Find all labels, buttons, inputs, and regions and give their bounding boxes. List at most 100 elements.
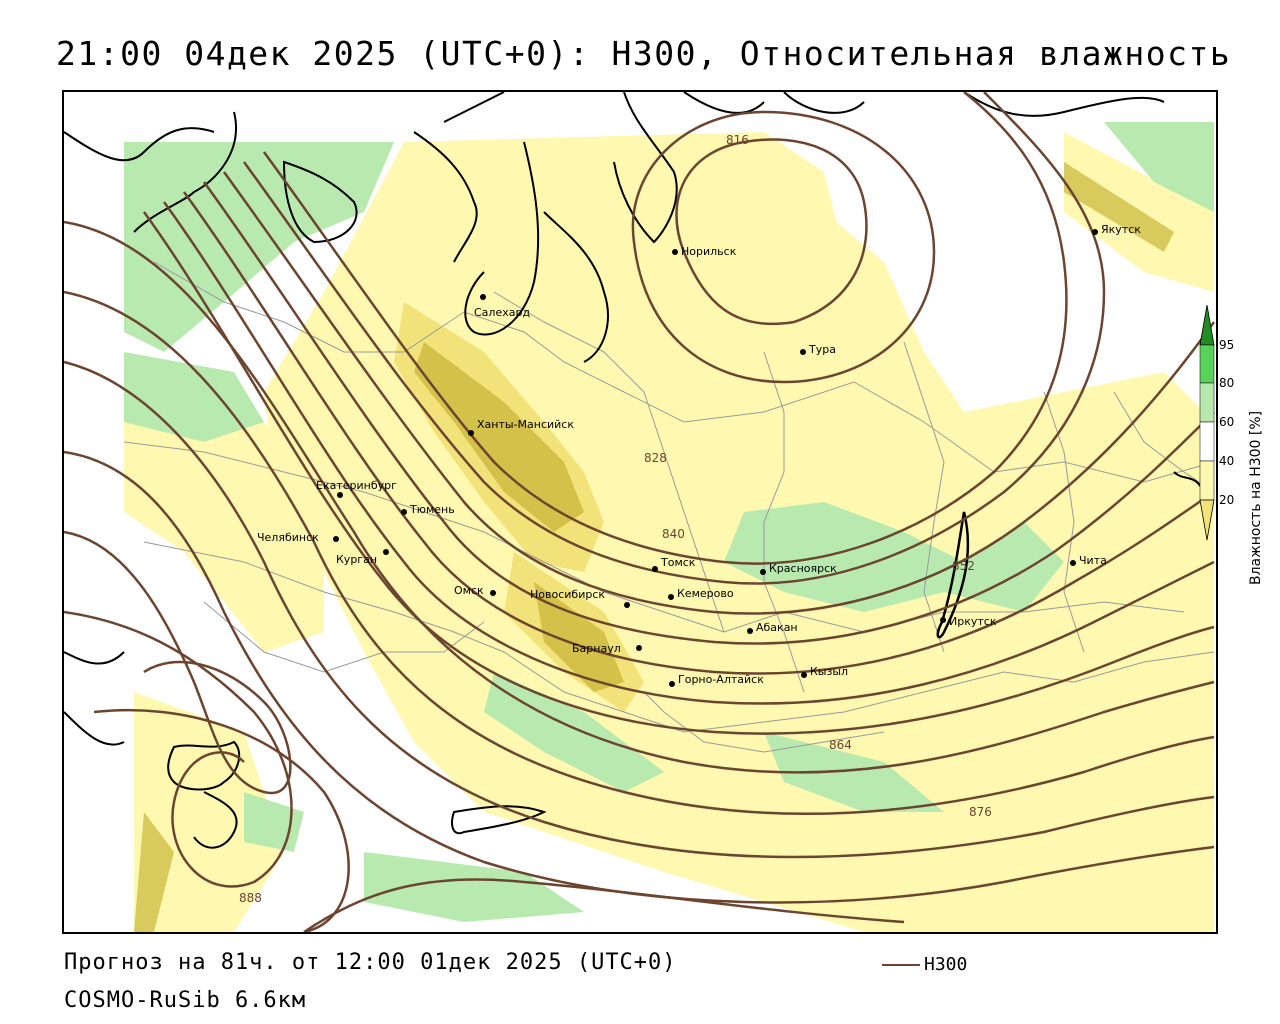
h300-isoline <box>242 92 1106 585</box>
cities: Якутск Норильск Салехард Тура Ханты-Манс… <box>257 223 1141 687</box>
h300-isoline <box>222 171 1216 615</box>
city-label: Ханты-Мансийск <box>477 418 574 431</box>
city-label: Тура <box>808 343 836 356</box>
admin-borders <box>123 261 1215 753</box>
city-tomsk: Томск <box>652 556 696 572</box>
city-label: Барнаул <box>572 642 621 655</box>
humidity-area-moist <box>764 732 944 812</box>
city-tyumen: Тюмень <box>401 503 455 516</box>
city-irkutsk: Иркутск <box>940 615 997 628</box>
city-label: Кемерово <box>677 587 734 600</box>
h300-isoline <box>303 878 905 932</box>
h300-isoline <box>93 708 350 932</box>
city-tura: Тура <box>800 343 836 356</box>
humidity-area-moist <box>484 672 664 792</box>
city-label: Салехард <box>474 306 530 319</box>
humidity-area-moist <box>244 792 304 852</box>
city-label: Чита <box>1079 554 1107 567</box>
h300-isoline <box>162 201 1215 705</box>
city-label: Курган <box>336 553 377 566</box>
h300-isoline <box>182 191 1215 675</box>
isoline-label: 888 <box>239 891 262 905</box>
h300-isoline <box>202 181 1215 645</box>
city-label: Челябинск <box>257 531 319 544</box>
h300-isoline <box>64 450 1215 904</box>
humidity-area-low <box>664 132 844 372</box>
legend-tick: 95 <box>1219 338 1234 352</box>
city-label: Томск <box>660 556 696 569</box>
legend-band-40 <box>1199 460 1215 501</box>
contour-legend: H300 <box>882 954 967 975</box>
legend-band-60 <box>1199 421 1215 462</box>
humidity-area-high <box>1064 162 1174 252</box>
isoline-label: 852 <box>952 559 975 573</box>
humidity-legend: 95 80 60 40 20 <box>1199 304 1269 595</box>
h300-isoline <box>64 290 1215 816</box>
h300-isoline <box>64 220 1215 774</box>
coastlines <box>64 92 1205 849</box>
legend-tick: 40 <box>1219 454 1234 468</box>
humidity-area-low <box>124 392 324 652</box>
legend-tick: 80 <box>1219 376 1234 390</box>
city-label: Горно-Алтайск <box>678 673 764 686</box>
legend-arrow-bottom <box>1199 499 1215 541</box>
h300-isoline <box>262 92 1068 565</box>
city-label: Норильск <box>681 245 737 258</box>
city-novosibirsk: Новосибирск <box>530 588 630 608</box>
city-yakutsk: Якутск <box>1092 223 1141 236</box>
h300-isoline <box>675 138 868 326</box>
h300-isoline <box>64 530 292 795</box>
city-norilsk: Норильск <box>672 245 737 258</box>
legend-band-80 <box>1199 382 1215 423</box>
city-label: Омск <box>454 584 484 597</box>
isoline-labels: 816 828 840 852 864 876 888 <box>239 133 992 905</box>
city-label: Кызыл <box>810 665 848 678</box>
legend-arrow-top <box>1199 304 1215 346</box>
map-title: 21:00 04дек 2025 (UTC+0): H300, Относите… <box>56 34 1232 73</box>
city-chita: Чита <box>1070 554 1107 567</box>
h300-isoline <box>64 360 1215 859</box>
humidity-area-moist <box>1104 122 1214 212</box>
h300-isoline <box>631 110 936 384</box>
city-label: Иркутск <box>949 615 997 628</box>
h300-isoline <box>64 610 293 888</box>
legend-tick: 20 <box>1219 493 1234 507</box>
city-khanty-mansiysk: Ханты-Мансийск <box>468 418 574 436</box>
contour-legend-line <box>882 964 920 966</box>
model-name: COSMO-RuSib 6.6км <box>64 988 307 1013</box>
isoline-label: 876 <box>969 805 992 819</box>
isoline-label: 828 <box>644 451 667 465</box>
map-canvas: 816 828 840 852 864 876 888 Якутск Норил… <box>64 92 1216 932</box>
contour-legend-label: H300 <box>924 954 968 975</box>
isoline-label: 864 <box>829 738 852 752</box>
humidity-area-moist <box>724 502 1064 612</box>
city-chelyabinsk: Челябинск <box>257 531 339 544</box>
isoline-label: 816 <box>726 133 749 147</box>
forecast-info: Прогноз на 81ч. от 12:00 01дек 2025 (UTC… <box>64 950 677 975</box>
city-kurgan: Курган <box>336 549 389 566</box>
humidity-area-high <box>414 342 584 532</box>
city-label: Екатеринбург <box>316 479 397 492</box>
legend-tick: 60 <box>1219 415 1234 429</box>
humidity-area-moist <box>124 352 264 442</box>
city-omsk: Омск <box>454 584 496 597</box>
h300-isolines <box>64 92 1216 932</box>
h300-isoline <box>142 211 1215 735</box>
city-barnaul: Барнаул <box>572 642 642 655</box>
humidity-area-high <box>134 812 174 932</box>
city-label: Тюмень <box>409 503 455 516</box>
city-label: Абакан <box>756 621 798 634</box>
city-salekhard: Салехард <box>474 294 530 319</box>
humidity-area-high <box>534 582 624 692</box>
city-yekaterinburg: Екатеринбург <box>316 479 397 498</box>
legend-title: Влажность на H300 [%] <box>1242 350 1272 590</box>
city-kemerovo: Кемерово <box>668 587 734 600</box>
city-gorno-altaysk: Горно-Алтайск <box>669 673 764 687</box>
city-label: Новосибирск <box>530 588 605 601</box>
city-abakan: Абакан <box>747 621 798 634</box>
city-label: Красноярск <box>769 562 837 575</box>
legend-title-text: Влажность на H300 [%] <box>1248 411 1264 585</box>
city-krasnoyarsk: Красноярск <box>760 562 837 575</box>
humidity-area-moist <box>364 852 584 922</box>
map-panel[interactable]: 816 828 840 852 864 876 888 Якутск Норил… <box>62 90 1218 934</box>
